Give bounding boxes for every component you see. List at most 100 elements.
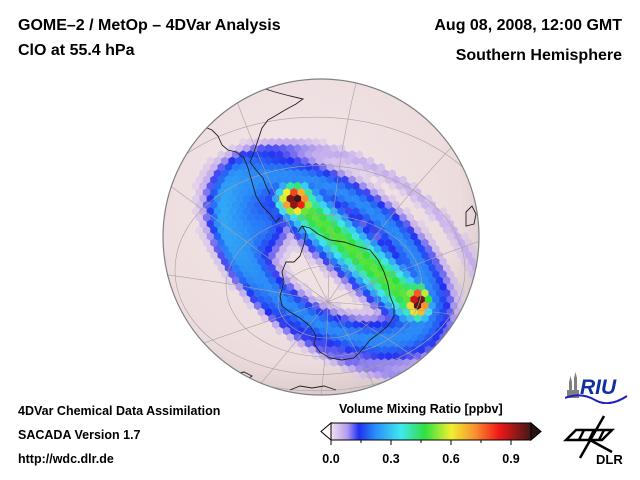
field-cell xyxy=(293,181,302,191)
field-cell xyxy=(264,207,273,216)
field-cell xyxy=(315,219,324,229)
field-cell xyxy=(344,320,353,329)
field-cell xyxy=(352,169,360,178)
field-cell xyxy=(333,326,342,336)
field-cell xyxy=(348,162,356,172)
field-cell xyxy=(406,339,414,348)
field-cell xyxy=(257,181,265,191)
field-cell xyxy=(326,251,334,260)
field-cell xyxy=(439,295,447,304)
field-cell xyxy=(413,188,422,197)
field-cell xyxy=(304,150,313,159)
field-cell xyxy=(239,251,247,260)
field-cell xyxy=(253,175,262,185)
field-cell xyxy=(272,295,280,304)
field-cell xyxy=(359,307,367,317)
field-cell xyxy=(403,244,411,254)
field-cell xyxy=(235,244,244,254)
field-cell xyxy=(352,181,360,191)
field-cell xyxy=(210,200,218,210)
field-cell xyxy=(261,301,269,311)
field-cell xyxy=(450,301,458,311)
parallel-line xyxy=(277,265,379,339)
field-cell xyxy=(290,175,298,185)
field-cell xyxy=(279,219,287,229)
field-cell xyxy=(403,270,411,279)
field-cell xyxy=(355,200,364,210)
field-cell xyxy=(341,150,349,159)
field-cell xyxy=(344,181,353,191)
field-cell xyxy=(246,213,254,222)
field-cell xyxy=(377,276,385,285)
coastline-south-america-west xyxy=(201,125,281,223)
field-cell xyxy=(290,288,298,298)
field-cell xyxy=(297,137,305,147)
field-cell xyxy=(235,169,244,178)
field-cell xyxy=(293,219,302,229)
field-cell xyxy=(432,295,440,304)
field-cell xyxy=(315,244,324,254)
field-cell xyxy=(381,169,389,178)
field-cell xyxy=(304,137,313,147)
field-cell xyxy=(228,219,236,229)
field-cell xyxy=(326,175,334,185)
field-cell xyxy=(275,263,284,273)
field-cell xyxy=(337,307,345,317)
field-cell xyxy=(377,225,385,235)
field-cell xyxy=(257,156,265,166)
field-cell xyxy=(319,150,327,159)
field-cell xyxy=(261,276,269,285)
field-cell xyxy=(330,358,338,367)
field-cell xyxy=(228,232,236,241)
field-cell xyxy=(272,307,280,317)
field-cell xyxy=(242,244,251,254)
field-cell xyxy=(373,345,382,355)
field-cell xyxy=(355,225,364,235)
field-cell xyxy=(268,301,276,311)
field-cell xyxy=(206,156,214,166)
field-cell xyxy=(308,169,316,178)
field-cell xyxy=(424,270,433,279)
field-cell xyxy=(323,207,331,216)
field-cell xyxy=(392,326,400,336)
field-cell xyxy=(330,144,338,153)
field-cell xyxy=(210,238,218,248)
field-cell xyxy=(286,295,294,304)
field-cell xyxy=(199,181,207,191)
field-cell xyxy=(250,207,258,216)
field-cell xyxy=(279,144,287,153)
field-cell xyxy=(384,364,393,374)
field-cell xyxy=(210,188,218,197)
field-cell xyxy=(381,257,389,266)
field-cell xyxy=(388,194,396,203)
field-cell xyxy=(439,307,447,317)
field-cell xyxy=(232,263,240,273)
colorbar-tick-label: 0.3 xyxy=(382,452,400,466)
field-cell xyxy=(286,207,294,216)
field-cell xyxy=(253,263,262,273)
field-cell xyxy=(428,276,436,285)
field-cell xyxy=(333,162,342,172)
field-cell xyxy=(235,257,244,266)
field-cell xyxy=(253,225,262,235)
field-cell xyxy=(195,213,204,222)
field-cell xyxy=(319,200,327,210)
field-cell xyxy=(264,144,273,153)
field-cell xyxy=(206,244,214,254)
field-cell xyxy=(428,213,436,222)
field-cell xyxy=(384,251,393,260)
field-cell xyxy=(323,194,331,203)
field-cell xyxy=(348,314,356,323)
footer-url[interactable]: http://wdc.dlr.de xyxy=(18,452,114,466)
field-cell xyxy=(403,219,411,229)
field-cell xyxy=(424,295,433,304)
field-cell xyxy=(370,200,378,210)
field-cell xyxy=(275,188,284,197)
field-cell xyxy=(439,207,447,216)
field-cell xyxy=(352,307,360,317)
field-cell xyxy=(235,156,244,166)
field-cell xyxy=(435,314,444,323)
field-cell xyxy=(388,244,396,254)
field-cell xyxy=(421,339,429,348)
field-cell xyxy=(264,156,273,166)
